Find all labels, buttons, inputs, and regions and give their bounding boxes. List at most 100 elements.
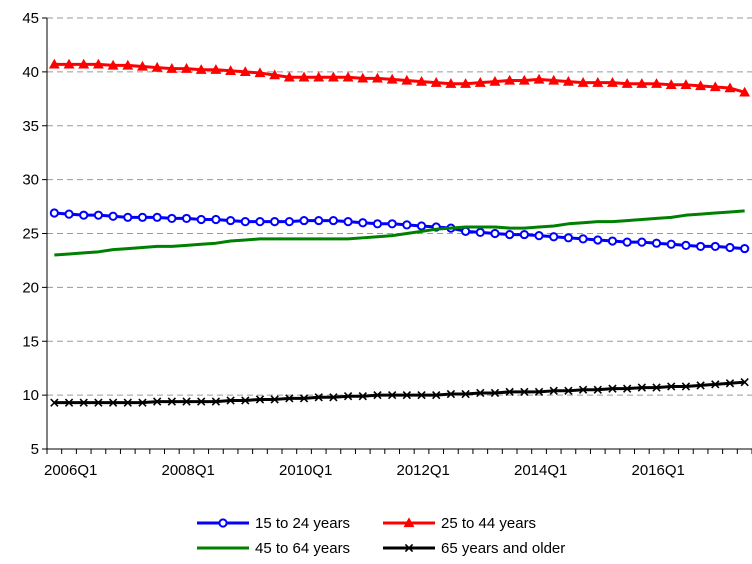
x-tick-label: 2012Q1: [397, 462, 450, 479]
data-point: [342, 71, 354, 82]
y-tick-label: 15: [22, 333, 39, 350]
data-point: [621, 78, 633, 88]
x-tick-label: 2008Q1: [162, 462, 215, 479]
data-point: [667, 382, 676, 391]
series-45-to-64-years: [54, 209, 745, 257]
data-point: [577, 77, 589, 87]
data-point: [298, 71, 310, 82]
data-point: [490, 228, 500, 239]
legend-label: 45 to 64 years: [255, 540, 350, 557]
y-tick-label: 5: [31, 441, 39, 458]
data-point: [652, 383, 661, 392]
data-point: [549, 232, 559, 242]
data-point: [401, 74, 413, 85]
data-point: [578, 234, 588, 244]
legend-marker: [403, 517, 415, 528]
data-point: [651, 238, 662, 248]
data-point: [328, 215, 339, 226]
y-tick-label: 40: [22, 64, 39, 81]
data-point: [285, 394, 294, 403]
data-point: [94, 398, 103, 407]
data-point: [696, 381, 705, 390]
data-point: [210, 64, 222, 74]
data-point: [372, 72, 383, 83]
y-tick-label: 10: [22, 387, 39, 404]
x-tick-label: 2010Q1: [279, 462, 332, 479]
data-point: [709, 81, 721, 92]
data-point: [474, 77, 486, 87]
data-point: [432, 390, 441, 400]
data-point: [107, 59, 119, 70]
series-line: [54, 209, 745, 257]
data-point: [711, 380, 720, 389]
data-point: [665, 79, 677, 89]
data-point: [680, 79, 692, 89]
data-point: [137, 212, 148, 222]
data-point: [343, 392, 353, 401]
data-point: [240, 217, 250, 227]
legend: 15 to 24 years 25 to 44 years 45 to 64 yea…: [197, 515, 565, 557]
legend-marker: [404, 543, 414, 553]
data-point: [490, 388, 500, 398]
data-point: [637, 237, 647, 247]
y-tick-label: 35: [22, 118, 39, 135]
data-point: [681, 240, 691, 250]
y-tick-label: 45: [22, 10, 39, 27]
data-point: [637, 383, 647, 392]
series-15-to-24-years: [49, 208, 750, 254]
series-65-years-and-older: [50, 378, 749, 407]
data-point: [152, 397, 162, 406]
data-point: [417, 390, 426, 400]
data-point: [402, 220, 412, 230]
data-point: [416, 221, 427, 231]
data-point: [225, 65, 237, 75]
data-point: [607, 236, 618, 246]
data-point: [593, 235, 603, 245]
series-25-to-44-years: [48, 58, 751, 97]
data-point: [182, 397, 191, 406]
data-point: [299, 215, 309, 226]
data-point: [283, 71, 295, 82]
data-point: [622, 384, 632, 393]
data-point: [63, 58, 75, 69]
data-point: [725, 379, 735, 388]
data-point: [358, 392, 367, 401]
data-point: [226, 396, 235, 405]
legend-label: 65 years and older: [441, 540, 565, 557]
data-point: [563, 233, 574, 243]
data-point: [64, 209, 74, 219]
data-point: [211, 214, 221, 225]
data-point: [152, 212, 162, 222]
x-tick-label: 2016Q1: [632, 462, 685, 479]
data-point: [270, 217, 280, 227]
data-point: [299, 394, 309, 403]
data-point: [446, 389, 456, 399]
data-point: [255, 217, 265, 227]
data-point: [622, 237, 632, 247]
data-point: [505, 229, 515, 240]
data-point: [387, 219, 397, 229]
data-point: [329, 393, 338, 402]
data-point: [372, 219, 383, 229]
data-point: [740, 243, 750, 254]
data-point: [239, 66, 251, 77]
data-point: [327, 71, 339, 82]
data-point: [562, 75, 574, 86]
data-point: [695, 241, 706, 252]
legend-item: 45 to 64 years: [197, 540, 350, 557]
data-point: [181, 63, 192, 73]
gridlines: [47, 17, 752, 396]
data-point: [533, 73, 545, 84]
y-tick-label: 30: [22, 172, 39, 189]
data-point: [387, 390, 397, 400]
data-point: [549, 386, 558, 395]
data-point: [93, 210, 104, 220]
data-point: [430, 77, 442, 87]
data-point: [548, 74, 560, 85]
data-point: [460, 78, 472, 88]
data-point: [607, 77, 618, 87]
data-point: [593, 385, 602, 394]
legend-label: 25 to 44 years: [441, 515, 536, 532]
data-point: [518, 74, 530, 85]
